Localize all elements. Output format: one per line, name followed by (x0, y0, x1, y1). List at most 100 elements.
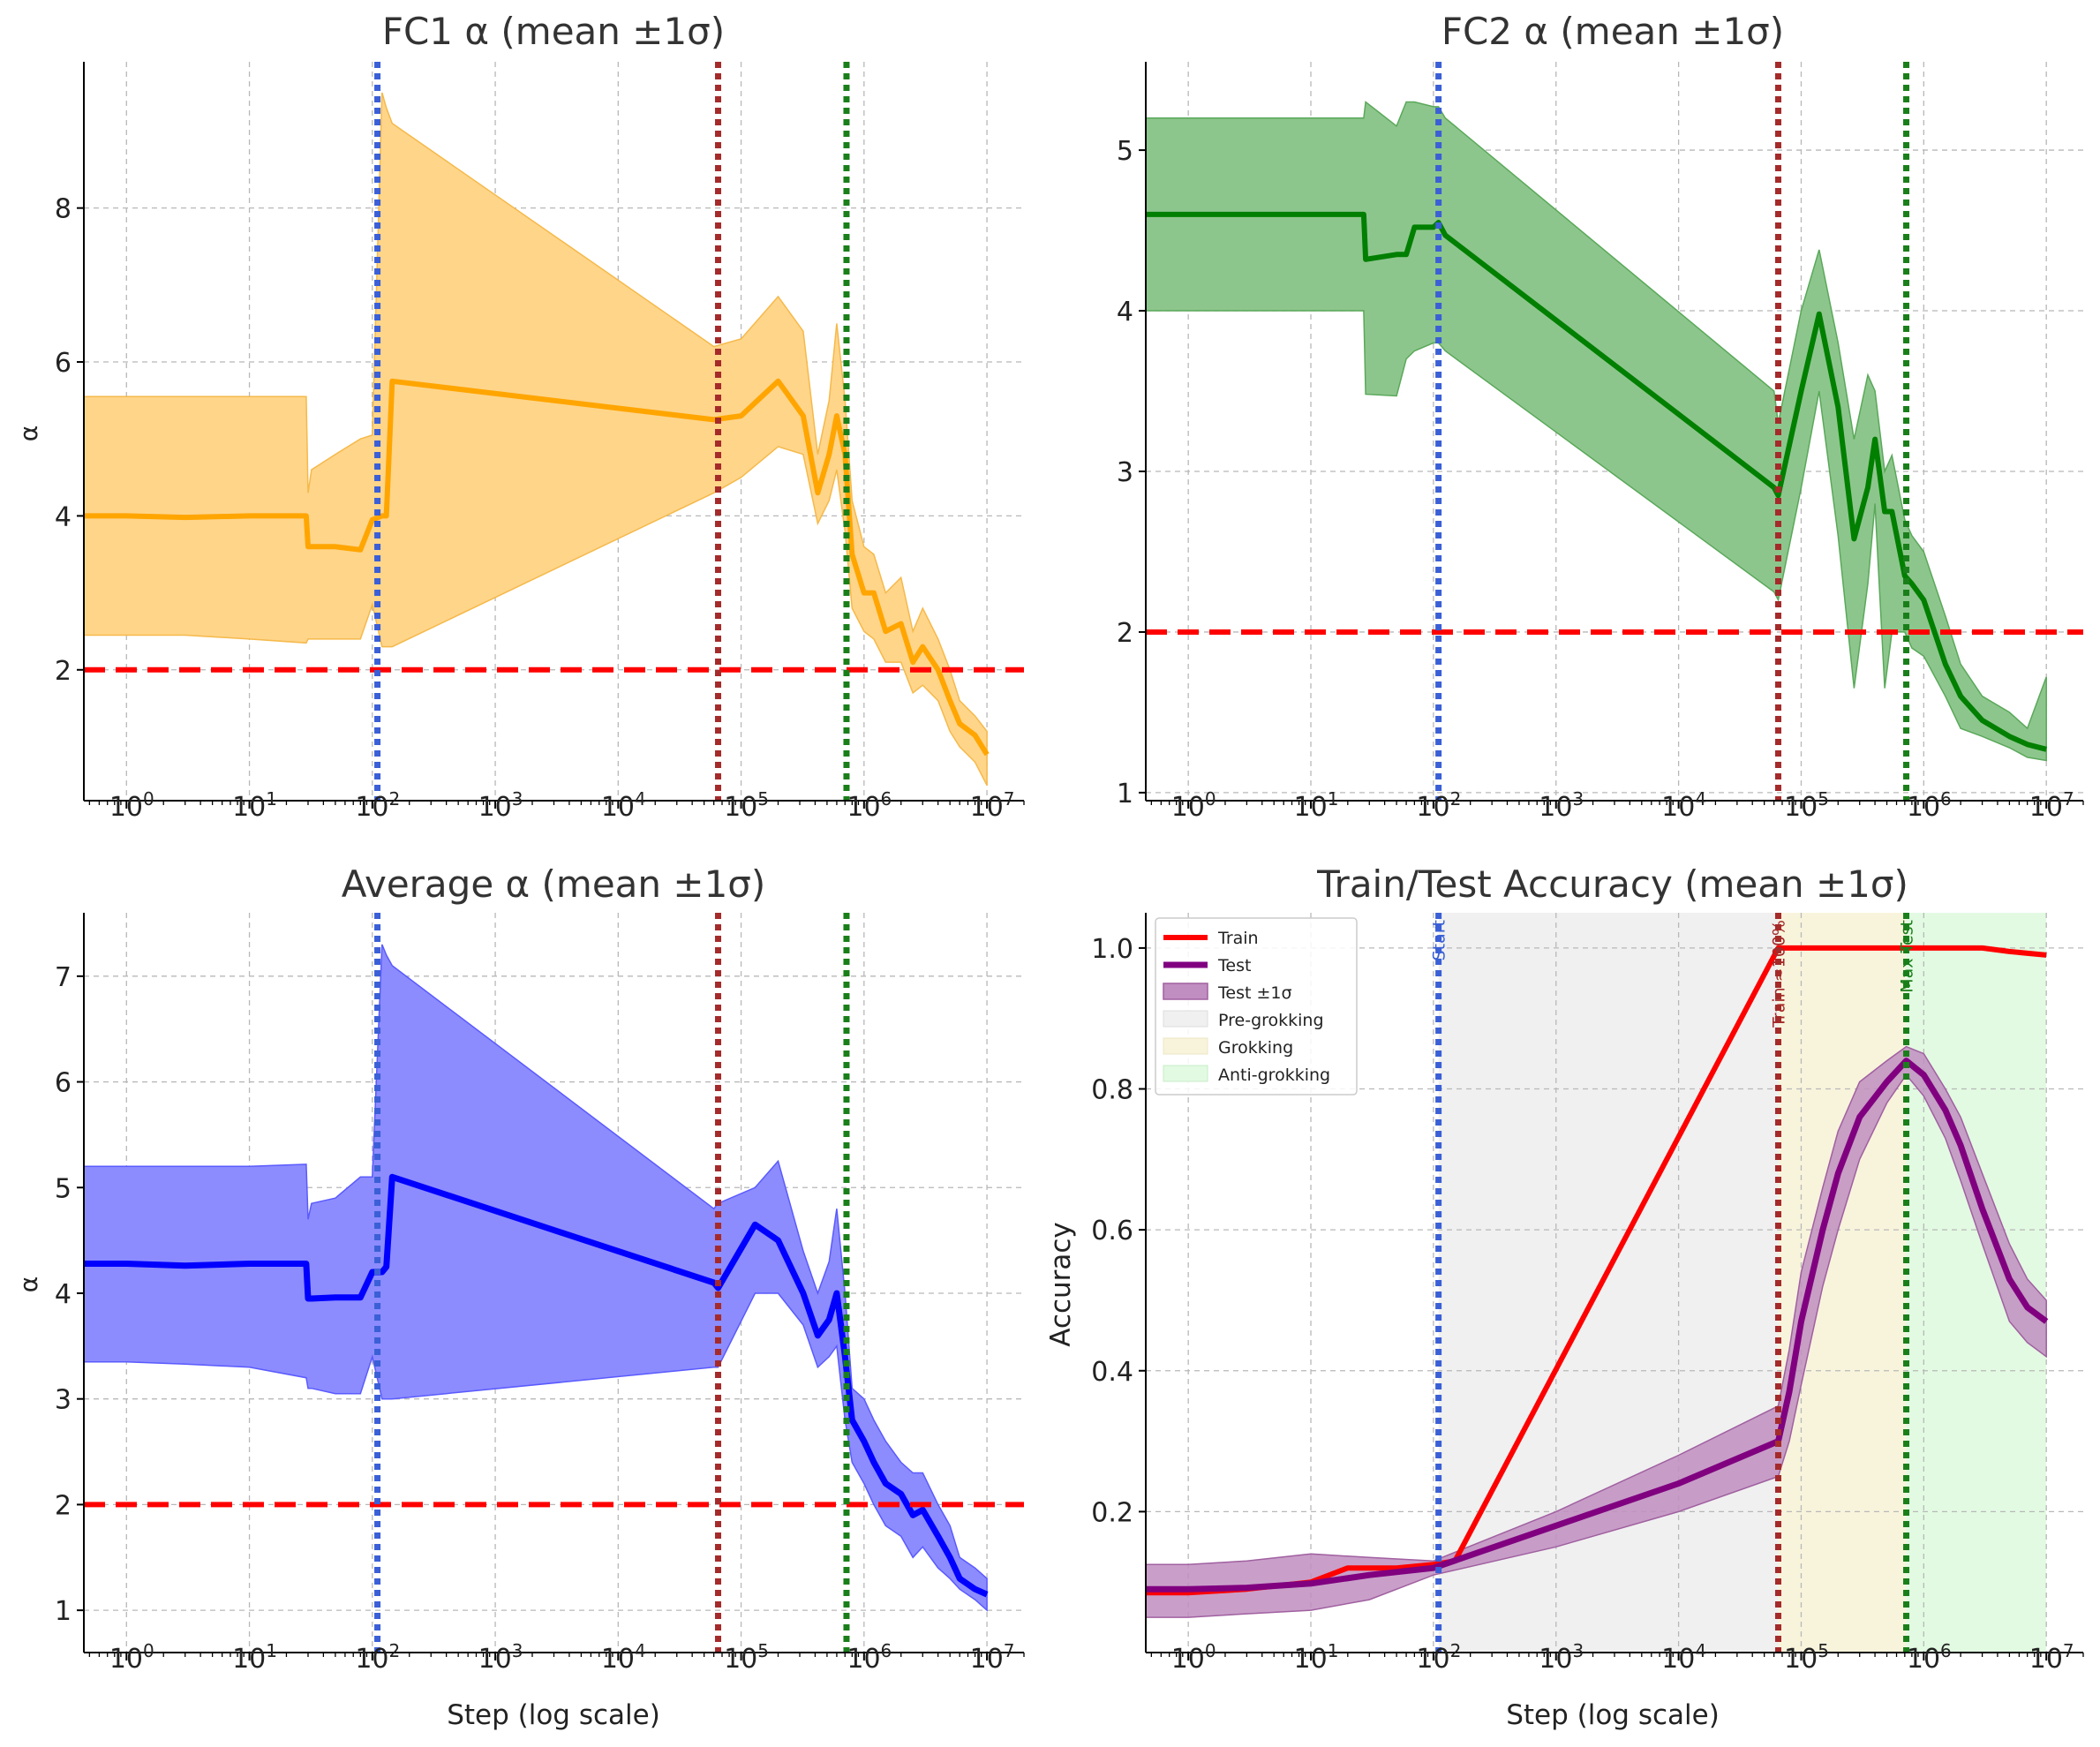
fc1-title: FC1 α (mean ±1σ) (382, 10, 725, 53)
legend-swatch-anti (1163, 1065, 1208, 1082)
legend-item-anti: Anti-grokking (1163, 1065, 1330, 1085)
y-tick-label: 2 (1117, 618, 1133, 649)
x-tick-label: 105 (724, 1640, 769, 1675)
vline-label-train100: Train ≈100% (1769, 920, 1788, 1028)
x-tick-label: 100 (109, 788, 154, 823)
avg-xlabel: Step (log scale) (447, 1699, 660, 1731)
legend-swatch-pre (1163, 1010, 1208, 1028)
fc2-xtick-labels: 100 101 102 103 104 105 106 107 (1171, 788, 2074, 823)
y-tick-label: 6 (55, 1068, 72, 1099)
x-tick-label: 107 (2029, 788, 2074, 823)
fc2-title: FC2 α (mean ±1σ) (1441, 10, 1784, 53)
legend-label-pre: Pre-grokking (1218, 1011, 1324, 1030)
x-tick-label: 102 (1416, 1640, 1461, 1675)
x-tick-label: 105 (1784, 788, 1829, 823)
y-tick-label: 4 (55, 1279, 72, 1310)
fc1-plot-area (84, 62, 1024, 801)
fc1-plot-layer: 2 4 6 8 (55, 62, 1025, 809)
x-tick-label: 101 (232, 1640, 277, 1675)
y-tick-label: 3 (55, 1385, 72, 1416)
region-grokking (1778, 913, 1907, 1653)
y-tick-label: 4 (55, 501, 72, 532)
x-tick-label: 100 (1171, 1640, 1216, 1675)
legend-label-anti: Anti-grokking (1218, 1066, 1330, 1085)
acc-plot-layer: 0.2 0.4 0.6 0.8 1.0 (1091, 913, 2084, 1660)
avg-band-0 (84, 944, 988, 1612)
x-tick-label: 105 (724, 788, 769, 823)
acc-plot-area (1146, 913, 2083, 1653)
fc1-line-0 (84, 378, 990, 757)
legend-item-pre: Pre-grokking (1163, 1010, 1324, 1030)
acc-xlabel: Step (log scale) (1506, 1699, 1720, 1731)
legend-label-grok: Grokking (1218, 1038, 1293, 1058)
x-tick-label: 106 (847, 1640, 892, 1675)
acc-line-1 (1146, 1058, 2049, 1593)
legend-swatch-test-band (1163, 983, 1208, 1000)
fc1-ylabel: α (14, 425, 43, 441)
acc-title: Train/Test Accuracy (mean ±1σ) (1316, 862, 1908, 906)
x-tick-label: 102 (1416, 788, 1461, 823)
avg-plot-area (84, 913, 1024, 1653)
fc2-line-0 (1146, 211, 2047, 752)
y-tick-label: 6 (55, 348, 72, 379)
x-tick-label: 104 (1661, 1640, 1706, 1675)
acc-legend: Train Test Test ±1σ Pre-grokking Grokkin… (1155, 917, 1358, 1096)
x-tick-label: 103 (1539, 1640, 1584, 1675)
x-tick-label: 102 (355, 1640, 400, 1675)
acc-band-1 (1146, 1045, 2047, 1618)
x-tick-label: 100 (1171, 788, 1216, 823)
legend-item-grok: Grokking (1163, 1037, 1293, 1058)
x-tick-label: 107 (970, 788, 1015, 823)
x-tick-label: 101 (232, 788, 277, 823)
y-tick-label: 0.6 (1091, 1216, 1133, 1246)
acc-vline-labels: Start Train ≈100% Max Test (1430, 920, 1917, 1028)
x-tick-label: 103 (478, 1640, 523, 1675)
x-tick-label: 104 (601, 788, 646, 823)
y-tick-label: 1.0 (1091, 934, 1133, 965)
y-tick-label: 0.4 (1091, 1357, 1133, 1388)
x-tick-label: 105 (1784, 1640, 1829, 1675)
x-tick-label: 107 (970, 1640, 1015, 1675)
legend-label-test: Test (1217, 956, 1251, 975)
avg-title: Average α (mean ±1σ) (342, 862, 766, 906)
x-tick-label: 103 (1539, 788, 1584, 823)
acc-panel: Train/Test Accuracy (mean ±1σ) Accuracy … (1045, 862, 2074, 1731)
legend-item-test: Test (1163, 956, 1251, 975)
fc2-plot-area (1146, 62, 2083, 801)
x-tick-label: 101 (1294, 788, 1339, 823)
acc-ylabel: Accuracy (1045, 1222, 1077, 1347)
x-tick-label: 100 (109, 1640, 154, 1675)
y-tick-label: 5 (1117, 136, 1133, 167)
fc1-xtick-labels: 100 101 102 103 104 105 106 107 (109, 788, 1015, 823)
y-tick-label: 1 (1117, 779, 1133, 809)
avg-xtick-labels: 100 101 102 103 104 105 106 107 (109, 1640, 1015, 1675)
avg-panel: Average α (mean ±1σ) α Step (log scale) … (14, 862, 1015, 1731)
avg-plot-layer: 1 2 3 4 5 6 7 (55, 913, 1025, 1660)
y-tick-label: 0.2 (1091, 1497, 1133, 1528)
x-tick-label: 103 (478, 788, 523, 823)
fc2-plot-layer: 1 2 3 4 5 (1117, 62, 2084, 809)
y-tick-label: 0.8 (1091, 1075, 1133, 1106)
x-tick-label: 106 (1907, 788, 1952, 823)
legend-label-train: Train (1217, 929, 1259, 948)
x-tick-label: 106 (1907, 1640, 1952, 1675)
x-tick-label: 104 (601, 1640, 646, 1675)
x-tick-label: 102 (355, 788, 400, 823)
fc2-panel: FC2 α (mean ±1σ) 100 101 102 103 104 105… (1171, 10, 2074, 823)
legend-item-test-band: Test ±1σ (1163, 983, 1292, 1003)
y-tick-label: 5 (55, 1173, 72, 1204)
legend-swatch-grok (1163, 1037, 1208, 1055)
y-tick-label: 4 (1117, 297, 1133, 328)
y-tick-label: 8 (55, 194, 72, 225)
acc-xtick-labels: 100 101 102 103 104 105 106 107 (1171, 1640, 2074, 1675)
fc1-panel: FC1 α (mean ±1σ) α 100 101 102 103 104 1… (14, 10, 1015, 823)
y-tick-label: 3 (1117, 457, 1133, 488)
fc1-band-0 (84, 92, 988, 786)
fc2-band-0 (1146, 101, 2047, 762)
legend-item-train: Train (1163, 929, 1259, 948)
y-tick-label: 7 (55, 962, 72, 993)
x-tick-label: 107 (2029, 1640, 2074, 1675)
vline-label-start: Start (1430, 920, 1449, 960)
x-tick-label: 104 (1661, 788, 1706, 823)
